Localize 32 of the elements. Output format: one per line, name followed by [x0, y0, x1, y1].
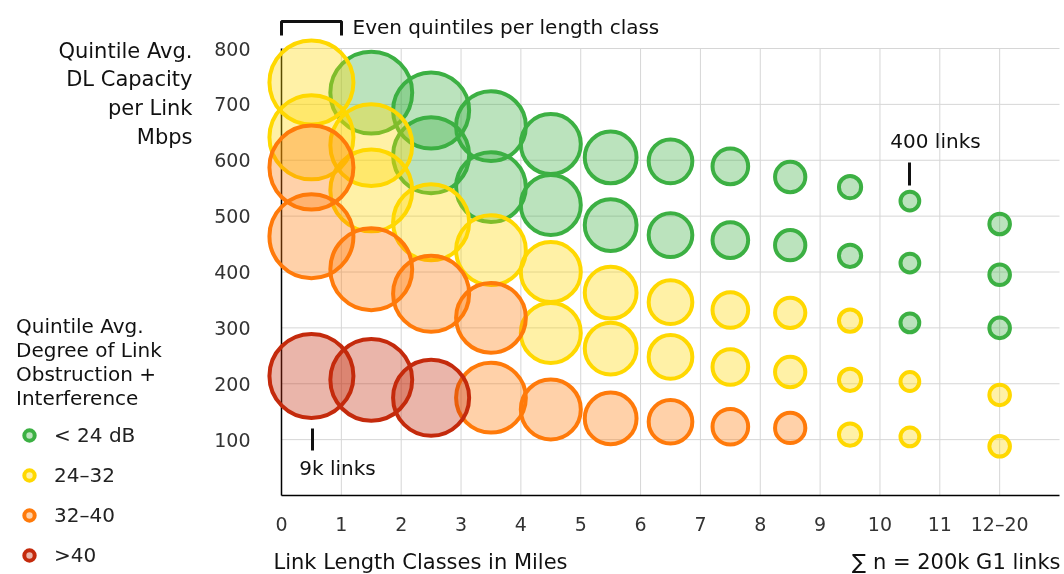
x-axis-title: Link Length Classes in Miles: [273, 549, 568, 574]
x-tick-label: 9: [814, 512, 827, 535]
y-tick-label: 400: [214, 261, 251, 283]
y-tick-label: 800: [214, 37, 251, 60]
y-tick-label: 600: [214, 149, 251, 172]
x-tick-label: 0: [275, 512, 288, 535]
x-tick-label: 7: [694, 512, 707, 535]
x-tick-label: 12–20: [970, 512, 1029, 535]
legend-title: Quintile Avg. Degree of Link Obstruction + Interference: [16, 314, 162, 410]
text: Even quintiles per length class: [352, 14, 660, 39]
y-tick-label: 100: [214, 428, 251, 451]
x-tick-label: 1: [335, 512, 348, 535]
legend-label: < 24 dB: [54, 423, 136, 447]
text: ∑ n = 200k G1 links: [852, 549, 1061, 574]
x-tick-label: 8: [754, 512, 767, 535]
legend-label: >40: [54, 543, 97, 567]
y-axis-title: Quintile Avg. DL Capacity per Link Mbps: [58, 38, 194, 149]
annotation: 9k links: [299, 455, 376, 480]
x-tick-label: 2: [395, 512, 408, 535]
x-tick-label: 4: [514, 512, 527, 535]
x-tick-label: 10: [867, 512, 893, 535]
y-tick-label: 200: [214, 372, 251, 395]
x-tick-label: 11: [927, 512, 952, 535]
x-tick-label: 5: [574, 512, 587, 535]
x-tick-label: 3: [454, 512, 468, 535]
x-tick-label: 6: [634, 512, 647, 535]
annotation: 400 links: [890, 128, 981, 153]
y-tick-label: 500: [214, 205, 251, 228]
y-tick-label: 300: [214, 316, 251, 339]
y-tick-label: 700: [214, 93, 251, 116]
legend-label: 32–40: [54, 503, 115, 527]
legend-label: 24–32: [54, 463, 115, 487]
